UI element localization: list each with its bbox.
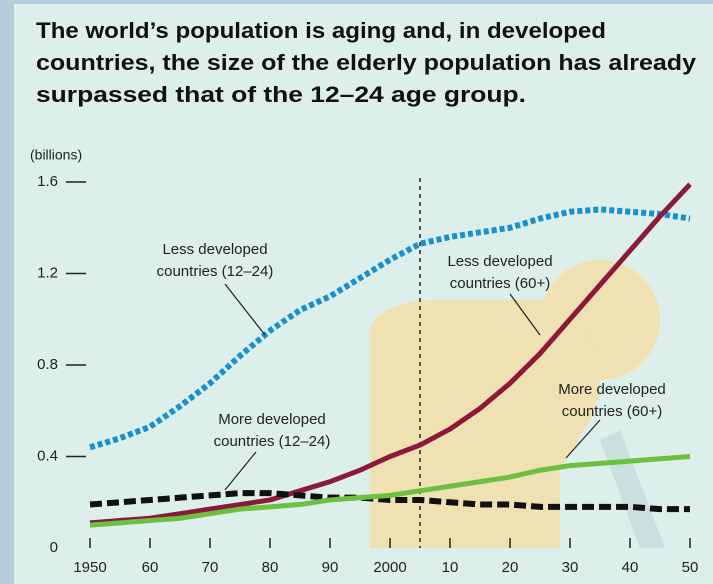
series-label: countries (60+)	[450, 275, 550, 292]
leader-line	[224, 451, 257, 491]
elderly-figure	[370, 260, 665, 548]
x-tick-label: 1950	[73, 559, 106, 576]
y-tick-label: 0.8	[37, 356, 58, 373]
y-axis-label: (billions)	[30, 147, 82, 163]
x-tick-label: 20	[502, 559, 519, 576]
series-line	[89, 182, 692, 526]
chart-title: countries, the size of the elderly popul…	[36, 50, 697, 75]
x-tick-label: 90	[322, 559, 339, 576]
series-line	[89, 490, 690, 513]
series-label: Less developed	[162, 241, 267, 258]
x-tick-label: 10	[442, 559, 459, 576]
x-tick-label: 60	[142, 559, 159, 576]
series-label: More developed	[218, 411, 326, 428]
x-tick-label: 50	[682, 559, 699, 576]
series-label: countries (60+)	[562, 403, 662, 420]
y-tick-label: 0.4	[37, 447, 58, 464]
x-tick-label: 2000	[373, 559, 406, 576]
leader-line	[509, 293, 541, 336]
series-line	[89, 454, 691, 528]
x-tick-label: 40	[622, 559, 639, 576]
x-tick-label: 80	[262, 559, 279, 576]
leader-line	[565, 419, 601, 459]
y-tick-label: 1.6	[37, 173, 58, 190]
series-label: More developed	[558, 381, 666, 398]
x-tick-label: 30	[562, 559, 579, 576]
y-tick-label: 1.2	[37, 264, 58, 281]
x-tick-label: 70	[202, 559, 219, 576]
series-label: countries (12–24)	[157, 263, 274, 280]
series-label: Less developed	[447, 253, 552, 270]
leader-line	[224, 283, 266, 336]
chart-title: surpassed that of the 12–24 age group.	[36, 82, 526, 107]
series-line	[89, 206, 691, 451]
y-tick-label: 0	[50, 539, 58, 556]
chart-title: The world’s population is aging and, in …	[36, 18, 606, 43]
series-label: countries (12–24)	[214, 433, 331, 450]
